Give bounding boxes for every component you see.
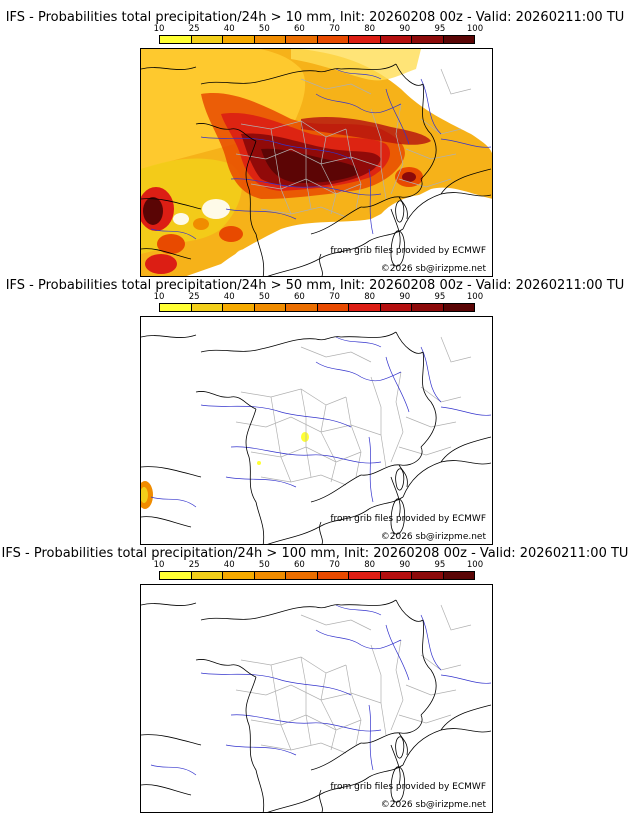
legend-swatch	[443, 36, 474, 43]
legend-swatch	[160, 304, 192, 311]
legend-tick-50: 50	[258, 292, 270, 302]
legend-swatch	[160, 36, 192, 43]
legend-tick-95: 95	[434, 560, 446, 570]
legend-tick-95: 95	[434, 24, 446, 34]
legend-swatch	[223, 36, 255, 43]
map-graphic	[141, 49, 492, 276]
legend-swatch	[349, 572, 381, 579]
legend-tick-10: 10	[153, 560, 165, 570]
map-graphic	[141, 331, 492, 544]
panel-50mm: IFS - Probabilities total precipitation/…	[0, 278, 630, 548]
legend-tick-25: 25	[188, 560, 200, 570]
legend-swatch	[317, 36, 349, 43]
copyright-credit: ©2026 sb@irizpme.net	[380, 264, 486, 274]
legend-tick-25: 25	[188, 292, 200, 302]
probability-map: from grib files provided by ECMWF ©2026 …	[140, 48, 493, 277]
legend-bar	[159, 35, 475, 44]
legend-swatch	[223, 572, 255, 579]
legend-tick-40: 40	[223, 560, 235, 570]
legend-tick-25: 25	[188, 24, 200, 34]
legend-swatch	[286, 304, 318, 311]
legend-swatch	[317, 572, 349, 579]
legend-swatch	[191, 572, 223, 579]
legend-swatch	[443, 572, 474, 579]
legend-tick-10: 10	[153, 24, 165, 34]
legend-tick-50: 50	[258, 24, 270, 34]
legend-swatch	[443, 304, 474, 311]
copyright-credit: ©2026 sb@irizpme.net	[380, 532, 486, 542]
legend-tick-100: 100	[466, 292, 484, 302]
legend-swatch	[412, 572, 444, 579]
color-legend: 10 25 40 50 60 70 80 90 95 100	[154, 292, 484, 314]
legend-swatch	[160, 572, 192, 579]
legend-swatch	[254, 572, 286, 579]
legend-tick-80: 80	[364, 560, 376, 570]
legend-tick-100: 100	[466, 24, 484, 34]
legend-swatch	[254, 304, 286, 311]
legend-tick-60: 60	[294, 24, 305, 34]
legend-tick-70: 70	[329, 560, 340, 570]
source-credit: from grib files provided by ECMWF	[330, 782, 486, 792]
panel-10mm: IFS - Probabilities total precipitation/…	[0, 10, 630, 280]
legend-tick-10: 10	[153, 292, 165, 302]
legend-swatch	[412, 36, 444, 43]
legend-tick-90: 90	[399, 560, 411, 570]
legend-tick-40: 40	[223, 24, 235, 34]
source-credit: from grib files provided by ECMWF	[330, 514, 486, 524]
panel-title: IFS - Probabilities total precipitation/…	[5, 278, 625, 293]
legend-swatch	[191, 304, 223, 311]
legend-swatch	[286, 572, 318, 579]
legend-bar	[159, 571, 475, 580]
legend-swatch	[380, 36, 412, 43]
legend-swatch	[191, 36, 223, 43]
legend-swatch	[349, 36, 381, 43]
map-graphic	[141, 599, 492, 812]
legend-tick-70: 70	[329, 24, 340, 34]
legend-ticks: 10 25 40 50 60 70 80 90 95 100	[154, 560, 484, 570]
probability-map: from grib files provided by ECMWF ©2026 …	[140, 316, 493, 545]
legend-swatch	[254, 36, 286, 43]
legend-tick-100: 100	[466, 560, 484, 570]
legend-tick-95: 95	[434, 292, 446, 302]
color-legend: 10 25 40 50 60 70 80 90 95 100	[154, 560, 484, 582]
legend-tick-90: 90	[399, 292, 411, 302]
panel-100mm: IFS - Probabilities total precipitation/…	[0, 546, 630, 816]
legend-tick-70: 70	[329, 292, 340, 302]
color-legend: 10 25 40 50 60 70 80 90 95 100	[154, 24, 484, 46]
legend-tick-60: 60	[294, 560, 305, 570]
probability-map: from grib files provided by ECMWF ©2026 …	[140, 584, 493, 813]
legend-tick-40: 40	[223, 292, 235, 302]
legend-swatch	[349, 304, 381, 311]
legend-swatch	[223, 304, 255, 311]
source-credit: from grib files provided by ECMWF	[330, 246, 486, 256]
legend-tick-90: 90	[399, 24, 411, 34]
copyright-credit: ©2026 sb@irizpme.net	[380, 800, 486, 810]
legend-tick-60: 60	[294, 292, 305, 302]
legend-tick-80: 80	[364, 292, 376, 302]
panel-title: IFS - Probabilities total precipitation/…	[1, 546, 629, 561]
legend-swatch	[286, 36, 318, 43]
legend-swatch	[317, 304, 349, 311]
legend-ticks: 10 25 40 50 60 70 80 90 95 100	[154, 292, 484, 302]
legend-swatch	[380, 572, 412, 579]
legend-bar	[159, 303, 475, 312]
legend-swatch	[412, 304, 444, 311]
legend-tick-50: 50	[258, 560, 270, 570]
legend-ticks: 10 25 40 50 60 70 80 90 95 100	[154, 24, 484, 34]
legend-swatch	[380, 304, 412, 311]
legend-tick-80: 80	[364, 24, 376, 34]
panel-title: IFS - Probabilities total precipitation/…	[5, 10, 625, 25]
